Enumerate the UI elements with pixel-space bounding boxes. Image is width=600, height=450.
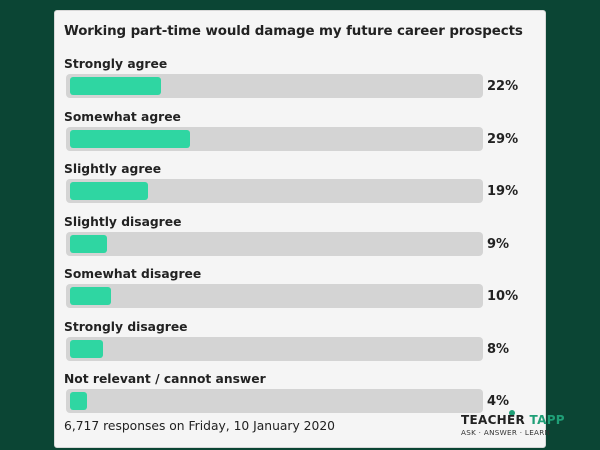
bar-track bbox=[66, 179, 483, 203]
answer-label: Strongly disagree bbox=[64, 319, 188, 334]
answer-label: Slightly agree bbox=[64, 162, 162, 176]
answer-label: Somewhat agree bbox=[64, 109, 181, 124]
poll-card: Working part-time would damage my future… bbox=[54, 10, 565, 448]
answer-label: Strongly agree bbox=[64, 57, 168, 71]
percent-label: 19% bbox=[487, 184, 519, 199]
bar-track bbox=[66, 74, 483, 98]
bar-fill bbox=[70, 392, 87, 410]
answer-option: Not relevant / cannot answer 4% bbox=[55, 372, 547, 424]
answer-option: Somewhat disagree 10% bbox=[55, 267, 547, 319]
logo-wordmark: TEACHER TAPP bbox=[461, 413, 565, 427]
answer-option: Somewhat agree 29% bbox=[55, 110, 547, 162]
bar-fill bbox=[70, 287, 112, 305]
chart-title: Working part-time would damage my future… bbox=[64, 24, 523, 39]
logo-tagline: ASK · ANSWER · LEARN bbox=[461, 428, 551, 437]
percent-label: 29% bbox=[487, 131, 519, 147]
bar-track bbox=[66, 126, 483, 151]
bar-fill bbox=[70, 182, 149, 200]
answer-option: Slightly disagree 9% bbox=[55, 215, 547, 267]
answer-option: Slightly agree 19% bbox=[55, 162, 547, 214]
percent-label: 4% bbox=[487, 394, 510, 409]
teacher-tapp-logo: TEACHER TAPP ASK · ANSWER · LEARN bbox=[461, 410, 565, 443]
bar-fill bbox=[70, 129, 190, 148]
answer-label: Somewhat disagree bbox=[64, 267, 202, 281]
response-count: 6,717 responses on Friday, 10 January 20… bbox=[64, 419, 335, 433]
answer-option: Strongly disagree 8% bbox=[55, 320, 547, 372]
bar-track bbox=[66, 284, 483, 308]
answer-option: Strongly agree 22% bbox=[55, 57, 547, 109]
percent-label: 9% bbox=[487, 236, 510, 252]
logo-brand-2: TAPP bbox=[529, 413, 565, 427]
answer-label: Not relevant / cannot answer bbox=[64, 372, 266, 386]
bar-fill bbox=[70, 77, 161, 95]
bar-fill bbox=[70, 234, 108, 253]
percent-label: 10% bbox=[487, 289, 519, 304]
answer-label: Slightly disagree bbox=[64, 214, 182, 229]
bar-track bbox=[66, 231, 483, 256]
percent-label: 22% bbox=[487, 79, 519, 94]
bar-track bbox=[66, 336, 483, 361]
tap-icon bbox=[509, 410, 515, 416]
percent-label: 8% bbox=[487, 341, 510, 357]
bar-track bbox=[66, 389, 483, 413]
bar-fill bbox=[70, 339, 104, 358]
logo-brand: TEACHER bbox=[461, 413, 526, 427]
